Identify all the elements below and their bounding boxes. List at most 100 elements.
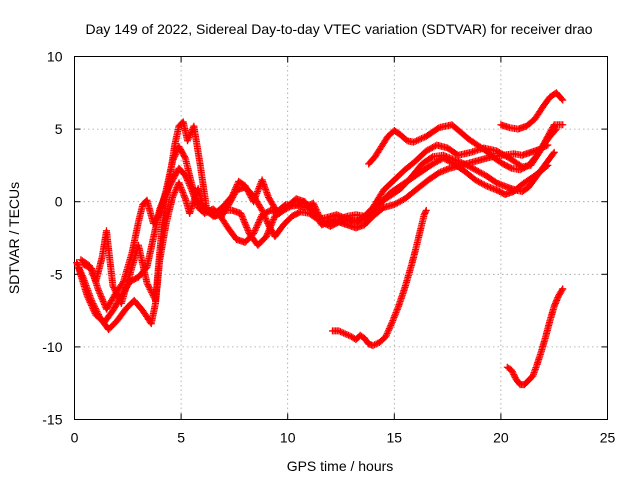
data-point-marker: [252, 223, 260, 231]
data-point-marker: [254, 186, 262, 194]
data-point-marker: [76, 267, 84, 275]
data-point-marker: [148, 289, 156, 297]
data-point-marker: [257, 205, 265, 213]
x-tick-label: 20: [493, 430, 509, 446]
data-point-marker: [255, 219, 263, 227]
data-point-marker: [427, 144, 435, 152]
data-point-marker: [543, 162, 551, 170]
data-point-marker: [267, 222, 275, 230]
chart-title: Day 149 of 2022, Sidereal Day-to-day VTE…: [85, 21, 592, 37]
data-point-marker: [268, 220, 276, 228]
data-point-marker: [444, 157, 452, 165]
data-point-marker: [257, 214, 265, 222]
data-point-marker: [181, 153, 189, 161]
data-point-marker: [430, 159, 438, 167]
data-point-marker: [474, 167, 482, 175]
data-point-marker: [251, 226, 259, 234]
data-point-marker: [386, 323, 394, 331]
data-point-marker: [544, 161, 552, 169]
data-point-marker: [147, 287, 155, 295]
data-point-marker: [477, 179, 485, 187]
x-tick-label: 25: [600, 430, 616, 446]
data-point-marker: [318, 216, 326, 224]
data-point-marker: [479, 180, 487, 188]
data-point-marker: [77, 268, 85, 276]
data-point-marker: [88, 298, 96, 306]
data-point-marker: [97, 291, 105, 299]
data-point-marker: [237, 209, 245, 217]
data-point-marker: [170, 190, 178, 198]
data-point-marker: [95, 286, 103, 294]
data-point-marker: [74, 262, 82, 270]
data-point-marker: [442, 156, 450, 164]
data-point-marker: [387, 321, 395, 329]
data-point-marker: [468, 164, 476, 172]
data-point-marker: [316, 215, 324, 223]
data-point-marker: [413, 137, 421, 145]
axis-ticks: 0 5 10 15 20 25 -15 -10 -5 0 5 10: [42, 49, 615, 446]
x-tick-label: 5: [177, 430, 185, 446]
data-point-marker: [143, 279, 151, 287]
data-point-marker: [169, 192, 177, 200]
data-point-marker: [169, 193, 177, 201]
data-point-marker: [230, 187, 238, 195]
data-point-marker: [239, 216, 247, 224]
data-point-marker: [417, 135, 425, 143]
data-point-marker: [183, 137, 191, 145]
data-point-marker: [264, 229, 272, 237]
data-point-marker: [240, 217, 248, 225]
data-point-marker: [256, 215, 264, 223]
data-point-marker: [416, 135, 424, 143]
data-series-track-5: [365, 121, 560, 174]
data-point-marker: [255, 217, 263, 225]
data-point-marker: [262, 233, 270, 241]
data-point-marker: [439, 154, 447, 162]
data-point-marker: [243, 223, 251, 231]
data-point-marker: [171, 189, 179, 197]
y-tick-label: -10: [42, 339, 62, 355]
data-point-marker: [552, 125, 560, 133]
y-tick-label: -5: [50, 266, 63, 282]
data-point-marker: [184, 135, 192, 143]
data-point-marker: [441, 155, 449, 163]
data-point-marker: [436, 156, 444, 164]
data-point-marker: [382, 333, 390, 341]
data-point-marker: [390, 201, 398, 209]
data-series-track-6: [497, 89, 567, 133]
data-point-marker: [93, 308, 101, 316]
data-point-marker: [476, 178, 484, 186]
data-point-marker: [474, 178, 482, 186]
data-point-marker: [244, 227, 252, 235]
data-point-marker: [268, 218, 276, 226]
data-point-marker: [78, 270, 86, 278]
data-point-marker: [263, 231, 271, 239]
data-point-marker: [91, 303, 99, 311]
data-point-marker: [477, 169, 485, 177]
data-point-marker: [476, 168, 484, 176]
data-point-marker: [109, 282, 117, 290]
data-point-marker: [309, 199, 317, 207]
data-point-marker: [237, 211, 245, 219]
data-point-marker: [395, 198, 403, 206]
data-point-marker: [250, 196, 258, 204]
data-point-marker: [419, 134, 427, 142]
data-point-marker: [270, 215, 278, 223]
data-point-marker: [559, 285, 567, 293]
data-point-marker: [314, 214, 322, 222]
data-point-marker: [392, 200, 400, 208]
data-series: [73, 89, 567, 389]
data-point-marker: [385, 326, 393, 334]
y-tick-label: 5: [55, 121, 63, 137]
data-point-marker: [239, 214, 247, 222]
data-point-marker: [425, 145, 433, 153]
data-point-marker: [550, 148, 558, 156]
data-point-marker: [266, 223, 274, 231]
data-point-marker: [111, 287, 119, 295]
data-point-marker: [229, 190, 237, 198]
data-point-marker: [185, 133, 193, 141]
data-point-marker: [549, 150, 557, 158]
data-series-track-4: [77, 118, 552, 307]
data-point-marker: [470, 165, 478, 173]
